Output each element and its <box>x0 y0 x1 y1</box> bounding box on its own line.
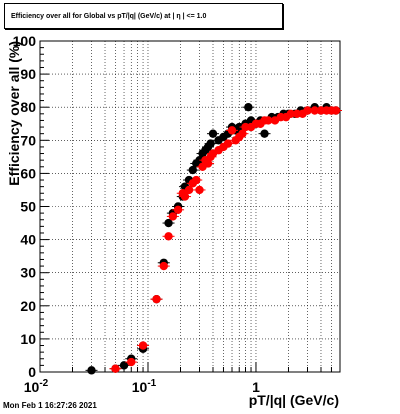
data-point <box>164 232 173 241</box>
data-point <box>159 261 168 271</box>
data-point <box>227 126 237 135</box>
y-tick-label: 0 <box>28 364 36 380</box>
data-point <box>208 129 218 138</box>
data-point <box>87 366 96 375</box>
data-point <box>173 205 183 215</box>
y-tick-label: 50 <box>20 199 36 215</box>
y-tick-label: 30 <box>20 265 36 281</box>
title-box: Efficiency over all for Global vs pT/|q|… <box>4 3 283 29</box>
y-tick-label: 10 <box>20 331 36 347</box>
data-point <box>192 175 201 185</box>
data-point <box>238 129 247 138</box>
x-axis-label: pT/|q| (GeV/c) <box>249 392 339 408</box>
data-point <box>303 106 312 115</box>
data-point <box>111 364 120 373</box>
data-point <box>188 165 197 175</box>
data-point <box>310 106 319 115</box>
data-point <box>206 139 215 148</box>
x-tick-label: 1 <box>252 379 260 395</box>
timestamp: Mon Feb 1 16:27:26 2021 <box>3 401 97 410</box>
data-point <box>184 185 194 195</box>
y-tick-label: 100 <box>13 33 37 49</box>
data-point <box>235 122 244 132</box>
data-point <box>138 341 148 350</box>
data-point <box>260 129 269 138</box>
data-point <box>244 103 253 112</box>
grid-lines <box>40 41 340 372</box>
data-point <box>164 218 173 228</box>
data-point <box>168 212 178 221</box>
data-point <box>195 185 204 195</box>
data-point <box>203 159 213 168</box>
data-point <box>331 106 341 115</box>
data-point <box>119 361 129 370</box>
y-tick-label: 90 <box>20 66 36 82</box>
y-tick-label: 70 <box>20 132 36 148</box>
y-tick-label: 60 <box>20 165 36 181</box>
series-group <box>109 106 342 373</box>
data-point <box>180 192 190 201</box>
data-series <box>85 103 342 375</box>
y-axis-label: Efficiency over all (%) <box>6 41 22 186</box>
chart-title: Efficiency over all for Global vs pT/|q|… <box>11 12 207 20</box>
data-point <box>286 109 295 119</box>
y-tick-label: 40 <box>20 232 36 248</box>
data-point <box>127 357 136 367</box>
data-point <box>264 116 273 125</box>
y-tick-label: 80 <box>20 99 36 115</box>
x-tick-label: 10-2 <box>24 378 49 395</box>
axes: 0 10 20 30 40 50 60 70 80 90 100 10-2 10-1 1 <box>13 33 341 395</box>
data-point <box>223 139 233 148</box>
y-tick-label: 20 <box>20 298 36 314</box>
data-point <box>152 294 161 304</box>
x-tick-label: 10-1 <box>132 378 157 395</box>
